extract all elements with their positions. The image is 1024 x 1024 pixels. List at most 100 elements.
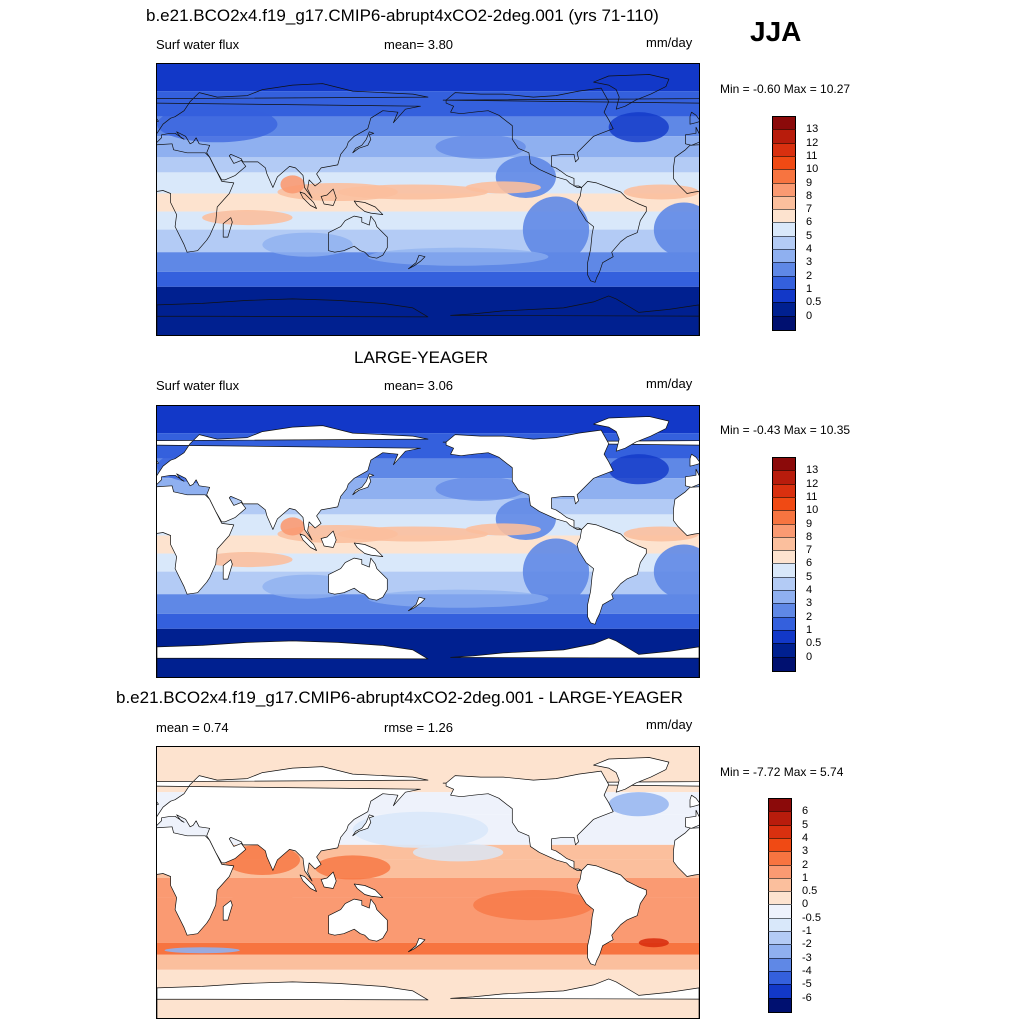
colorbar-swatch (768, 984, 792, 999)
coastline (157, 801, 159, 806)
colorbar-tick-label: 13 (806, 464, 819, 477)
panel2-variable-label: Surf water flux (156, 378, 240, 393)
colorbar-swatch (772, 496, 796, 512)
colorbar-tick-label: 8 (806, 189, 813, 202)
colorbar-swatch (772, 129, 796, 144)
coastline (157, 83, 429, 199)
coastline (157, 826, 235, 936)
coastline (157, 298, 429, 335)
coastline (450, 978, 699, 1018)
colorbar-tick-label: 2 (806, 610, 813, 623)
field-feature (435, 134, 526, 159)
field-feature (157, 106, 278, 143)
colorbar-swatch (772, 315, 796, 331)
coastline (222, 900, 233, 921)
colorbar-swatch (768, 997, 792, 1013)
coastline (353, 200, 384, 215)
colorbar-swatch (772, 169, 796, 184)
coastline (157, 143, 235, 253)
colorbar-swatch (768, 877, 792, 893)
panel2-mean-label: mean= 3.06 (384, 378, 454, 393)
colorbar-tick-label: 3 (806, 256, 813, 269)
coastline (689, 453, 699, 467)
field-feature (653, 202, 699, 257)
colorbar-swatch (768, 798, 792, 813)
field-band (157, 613, 699, 629)
colorbar-swatch (772, 155, 796, 171)
panel3-rmse-label: rmse = 1.26 (384, 720, 454, 735)
field-band (157, 116, 699, 137)
coastline (593, 74, 670, 110)
coastline (157, 981, 429, 1018)
colorbar-swatch (772, 116, 796, 131)
coastline (299, 533, 317, 551)
panel1-map (156, 63, 700, 336)
colorbar-tick-label: 12 (806, 136, 819, 149)
colorbar-swatch (768, 970, 792, 986)
colorbar-swatch (772, 262, 796, 277)
colorbar-swatch (772, 603, 796, 618)
colorbar-tick-label: 1 (806, 623, 813, 636)
coastline (689, 111, 699, 125)
colorbar-swatch (772, 656, 796, 672)
colorbar-tick-label: 5 (806, 229, 813, 242)
colorbar-swatch (768, 837, 792, 853)
field-feature (522, 196, 590, 263)
field-feature (337, 526, 489, 542)
field-band (157, 64, 699, 92)
colorbar-swatch (772, 643, 796, 658)
coastline (352, 131, 375, 154)
panel3-minmax: Min = -7.72 Max = 5.74 (720, 765, 844, 779)
colorbar-swatch (772, 222, 796, 237)
field-feature (465, 523, 541, 536)
panel1-title: b.e21.BCO2x4.f19_g17.CMIP6-abrupt4xCO2-2… (146, 6, 659, 25)
colorbar-swatch (768, 904, 792, 919)
colorbar-tick-label: 1 (802, 871, 809, 884)
field-feature (435, 476, 526, 501)
colorbar-swatch (768, 957, 792, 972)
coastline (673, 486, 699, 536)
coastline (222, 559, 233, 580)
panel2-title: LARGE-YEAGER (354, 348, 489, 367)
coastline (157, 425, 429, 541)
colorbar-tick-label: 11 (806, 149, 818, 162)
colorbar-tick-label: 2 (802, 858, 809, 871)
colorbar-swatch (768, 891, 792, 906)
colorbar-tick-label: -1 (802, 925, 812, 937)
field-band (157, 942, 699, 955)
field-feature (232, 888, 293, 907)
colorbar-swatch (772, 590, 796, 605)
coastline (450, 295, 699, 335)
coastline (320, 188, 337, 206)
colorbar-swatch (772, 275, 796, 290)
colorbar-swatch (772, 195, 796, 211)
colorbar-tick-label: 0.5 (806, 296, 822, 309)
colorbar-tick-label: -5 (802, 978, 812, 991)
colorbar-swatch (768, 944, 792, 959)
colorbar-swatch (772, 470, 796, 485)
panel2-units: mm/day (646, 376, 693, 391)
colorbar-tick-label: -2 (802, 938, 812, 951)
panel2-minmax: Min = -0.43 Max = 10.35 (720, 423, 851, 437)
coastline (157, 485, 235, 595)
field-band (157, 954, 699, 970)
coastline (576, 181, 647, 283)
field-feature (352, 811, 489, 848)
coastline (157, 766, 429, 882)
colorbar-tick-label: 9 (806, 176, 813, 189)
colorbar-tick-label: 1 (806, 282, 813, 295)
field-feature (337, 184, 489, 200)
coastline (593, 416, 670, 452)
colorbar-tick-label: 10 (806, 504, 819, 517)
coastline (320, 530, 337, 548)
colorbar-tick-label: 8 (806, 530, 813, 543)
coastline (320, 871, 337, 889)
colorbar-swatch (772, 142, 796, 157)
colorbar-tick-label: 5 (806, 570, 813, 583)
field-feature (465, 181, 541, 194)
colorbar-tick-label: 4 (802, 831, 809, 844)
colorbar-swatch (772, 288, 796, 304)
colorbar-swatch (772, 523, 796, 538)
field-feature (623, 526, 699, 542)
field-feature (522, 538, 590, 605)
